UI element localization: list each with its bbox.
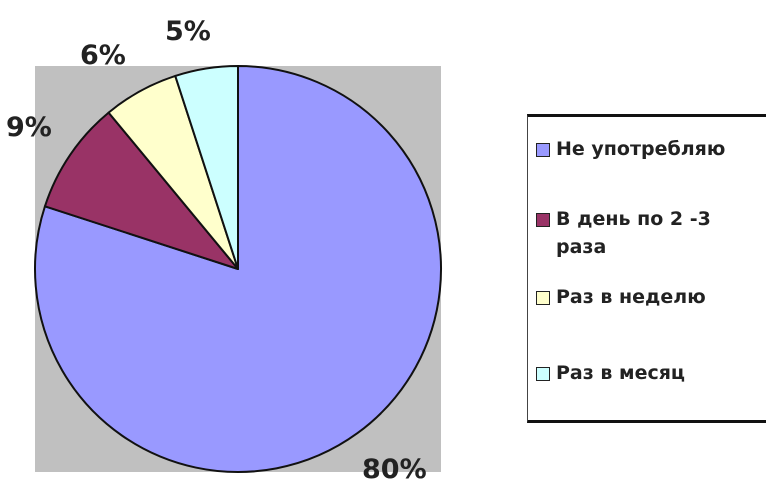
legend: Не употребляю В день по 2 -3 раза Раз в …: [527, 114, 766, 423]
slice-label-daily: 9%: [6, 112, 52, 143]
legend-swatch-daily: [536, 213, 550, 227]
legend-item-weekly: Раз в неделю: [536, 286, 741, 311]
legend-label-not-using: Не употребляю: [556, 138, 726, 160]
slice-daily: [43, 111, 239, 270]
legend-item-monthly: Раз в месяц: [536, 362, 741, 387]
legend-label-daily: В день по 2 -3 раза: [556, 208, 711, 258]
slice-label-not-using: 80%: [362, 454, 427, 485]
pie-slices: [34, 65, 442, 473]
pie-labels: 80% 9% 6% 5%: [6, 16, 427, 485]
legend-label-monthly: Раз в месяц: [556, 362, 686, 384]
legend-swatch-monthly: [536, 367, 550, 381]
legend-item-daily: В день по 2 -3 раза: [536, 208, 741, 261]
slice-label-weekly: 6%: [80, 40, 126, 71]
legend-swatch-weekly: [536, 291, 550, 305]
slice-monthly: [174, 65, 239, 270]
legend-label-weekly: Раз в неделю: [556, 286, 706, 308]
legend-swatch-not-using: [536, 143, 550, 157]
slice-label-monthly: 5%: [165, 16, 211, 47]
legend-item-not-using: Не употребляю: [536, 138, 741, 163]
